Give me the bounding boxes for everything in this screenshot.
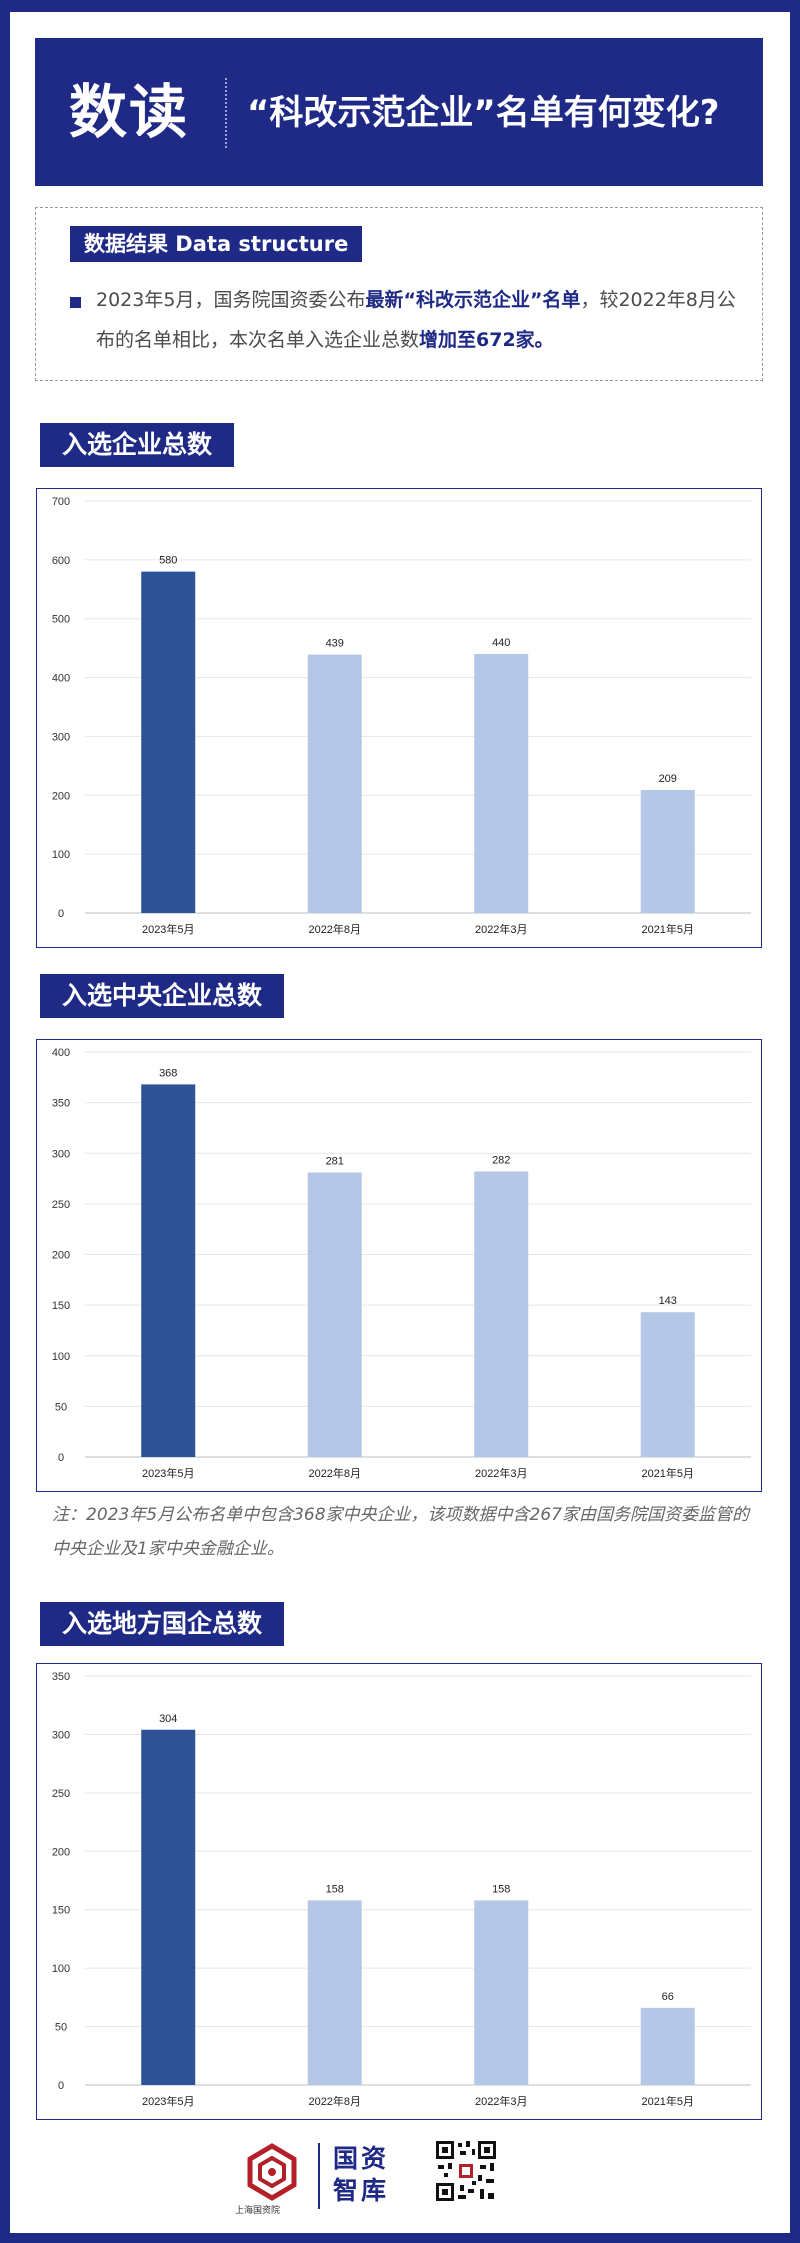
- summary-box: 数据结果 Data structure 2023年5月，国务院国资委公布最新“科…: [35, 207, 763, 381]
- y-tick-label: 500: [52, 614, 70, 626]
- summary-tag: 数据结果 Data structure: [70, 226, 363, 262]
- y-tick-label: 100: [52, 849, 70, 861]
- y-tick-label: 350: [52, 1671, 70, 1683]
- y-tick-label: 350: [52, 1098, 70, 1110]
- summary-highlight-list: 最新“科改示范企业”名单: [365, 289, 581, 311]
- summary-text-part: 2023年5月，国务院国资委公布: [96, 289, 366, 311]
- bar: [307, 1900, 362, 2085]
- chart-local-frame: 0 50 100 150 200 250 300 350 304 2023年5月 158 2022年8…: [36, 1663, 762, 2120]
- y-tick-label: 400: [52, 1047, 70, 1059]
- page-title: “科改示范企业”名单有何变化?: [247, 93, 720, 133]
- chart-central: 0 50 100 150 200 250 300 350 400 368 2023年5月 281 202…: [52, 1047, 751, 1480]
- data-label: 580: [159, 555, 177, 567]
- x-tick-label: 2022年8月: [308, 1466, 361, 1480]
- bar: [474, 1171, 529, 1457]
- chart-total: 0 100 200 300 400 500 600 700 580 2023年5月 439 2022年…: [52, 496, 751, 936]
- y-tick-label: 0: [58, 1452, 64, 1464]
- summary-text: 2023年5月，国务院国资委公布最新“科改示范企业”名单，较2022年8月公布的…: [96, 280, 746, 360]
- x-tick-label: 2022年8月: [308, 922, 361, 936]
- y-tick-label: 600: [52, 555, 70, 567]
- x-tick-label: 2022年3月: [475, 922, 528, 936]
- x-tick-label: 2022年8月: [308, 2094, 361, 2108]
- data-label: 304: [159, 1713, 177, 1725]
- bar: [141, 1084, 196, 1457]
- y-tick-label: 250: [52, 1788, 70, 1800]
- footer: 上海国资院 国资 智库: [10, 2137, 790, 2217]
- data-label: 143: [659, 1295, 677, 1307]
- y-tick-label: 200: [52, 1846, 70, 1858]
- data-label: 439: [326, 638, 344, 650]
- qr-code-icon: [434, 2139, 498, 2203]
- chart-local: 0 50 100 150 200 250 300 350 304 2023年5月 158 2022年8…: [52, 1671, 751, 2108]
- summary-text-part: ，较2022年8月公布的名单相比，本次名单入选企业总数: [96, 289, 736, 351]
- x-tick-label: 2023年5月: [142, 922, 195, 936]
- chart-central-frame: 0 50 100 150 200 250 300 350 400 368 2023年5月 281 202…: [36, 1039, 762, 1492]
- data-label: 282: [492, 1154, 510, 1166]
- x-tick-label: 2021年5月: [641, 922, 694, 936]
- data-label: 158: [326, 1883, 344, 1895]
- y-tick-label: 50: [55, 2022, 67, 2034]
- bullet-square-icon: [70, 297, 81, 308]
- y-tick-label: 100: [52, 1351, 70, 1363]
- data-label: 158: [492, 1883, 510, 1895]
- sasac-logo-icon: [247, 2143, 297, 2201]
- y-tick-label: 150: [52, 1300, 70, 1312]
- header-key-label: 数读: [69, 78, 190, 146]
- brand-line-2: 智库: [333, 2176, 390, 2205]
- bar: [307, 1172, 362, 1457]
- brand-line-1: 国资: [333, 2144, 390, 2173]
- bar: [307, 654, 362, 913]
- data-label: 440: [492, 637, 510, 649]
- y-tick-label: 250: [52, 1199, 70, 1211]
- bar: [141, 571, 196, 913]
- bar: [640, 1312, 695, 1457]
- y-tick-label: 200: [52, 790, 70, 802]
- y-tick-label: 300: [52, 1148, 70, 1160]
- data-label: 209: [659, 773, 677, 785]
- y-tick-label: 300: [52, 731, 70, 743]
- chart-total-frame: 0 100 200 300 400 500 600 700 580 2023年5月 439 2022年…: [36, 488, 762, 948]
- y-tick-label: 300: [52, 1729, 70, 1741]
- page: 数读 “科改示范企业”名单有何变化? 数据结果 Data structure 2…: [10, 12, 790, 2233]
- section-title-total: 入选企业总数: [40, 423, 235, 467]
- x-tick-label: 2022年3月: [475, 1466, 528, 1480]
- x-tick-label: 2023年5月: [142, 1466, 195, 1480]
- logo-caption: 上海国资院: [235, 2206, 281, 2216]
- y-tick-label: 50: [55, 1401, 67, 1413]
- y-tick-label: 400: [52, 673, 70, 685]
- y-tick-label: 0: [58, 2080, 64, 2092]
- bar: [141, 1729, 196, 2085]
- y-tick-label: 200: [52, 1250, 70, 1262]
- summary-highlight-total: 增加至672家。: [419, 329, 554, 351]
- bar: [474, 1900, 529, 2085]
- note-text: 注：2023年5月公布名单中包含368家中央企业，该项数据中含267家由国务院国…: [52, 1505, 749, 1559]
- bar: [640, 2007, 695, 2085]
- y-tick-label: 0: [58, 908, 64, 920]
- x-tick-label: 2022年3月: [475, 2094, 528, 2108]
- x-tick-label: 2021年5月: [641, 2094, 694, 2108]
- footer-divider: [318, 2143, 320, 2209]
- data-label: 281: [326, 1155, 344, 1167]
- section-title-local: 入选地方国企总数: [40, 1602, 285, 1646]
- section-title-central: 入选中央企业总数: [40, 974, 285, 1018]
- y-tick-label: 700: [52, 496, 70, 508]
- x-tick-label: 2023年5月: [142, 2094, 195, 2108]
- data-label: 368: [159, 1067, 177, 1079]
- header-divider: [225, 78, 227, 148]
- data-label: 66: [662, 1991, 674, 2003]
- x-tick-label: 2021年5月: [641, 1466, 694, 1480]
- y-tick-label: 100: [52, 1963, 70, 1975]
- y-tick-label: 150: [52, 1905, 70, 1917]
- bar: [474, 654, 529, 913]
- header-banner: 数读 “科改示范企业”名单有何变化?: [35, 38, 763, 186]
- bar: [640, 789, 695, 913]
